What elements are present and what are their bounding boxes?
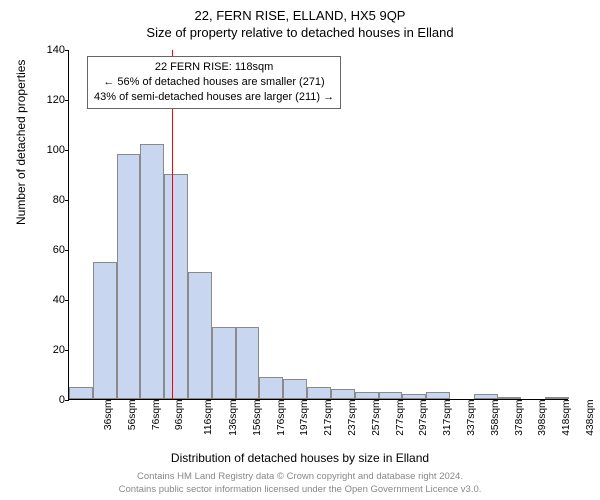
annotation-box: 22 FERN RISE: 118sqm← 56% of detached ho…	[87, 56, 341, 109]
footer-line-1: Contains HM Land Registry data © Crown c…	[0, 471, 600, 483]
x-tick-label: 156sqm	[252, 400, 263, 436]
x-tick-label: 358sqm	[490, 400, 501, 436]
histogram-bar	[474, 394, 498, 399]
y-tick-mark	[65, 300, 69, 301]
histogram-bar	[283, 379, 307, 399]
histogram-bar	[164, 174, 188, 399]
histogram-bar	[140, 144, 164, 399]
y-tick-mark	[65, 250, 69, 251]
footer-attribution: Contains HM Land Registry data © Crown c…	[0, 471, 600, 496]
histogram-bar	[331, 389, 355, 399]
chart-title-sub: Size of property relative to detached ho…	[0, 23, 600, 40]
chart-title-main: 22, FERN RISE, ELLAND, HX5 9QP	[0, 0, 600, 23]
histogram-bar	[355, 392, 379, 400]
y-tick-label: 40	[31, 294, 65, 306]
x-tick-label: 237sqm	[347, 400, 358, 436]
x-tick-label: 76sqm	[151, 400, 162, 431]
x-tick-label: 36sqm	[103, 400, 114, 431]
x-tick-label: 337sqm	[466, 400, 477, 436]
y-tick-mark	[65, 100, 69, 101]
x-tick-label: 257sqm	[371, 400, 382, 436]
y-tick-mark	[65, 400, 69, 401]
x-tick-label: 418sqm	[561, 400, 572, 436]
x-tick-label: 438sqm	[585, 400, 596, 436]
y-tick-label: 20	[31, 344, 65, 356]
x-tick-label: 217sqm	[323, 400, 334, 436]
y-tick-label: 60	[31, 244, 65, 256]
histogram-bar	[117, 154, 141, 399]
x-tick-label: 116sqm	[203, 400, 214, 436]
annotation-line: ← 56% of detached houses are smaller (27…	[94, 75, 334, 90]
chart-area: 02040608010012014036sqm56sqm76sqm96sqm11…	[68, 50, 568, 400]
histogram-bar	[93, 262, 117, 400]
x-tick-label: 56sqm	[127, 400, 138, 431]
y-tick-mark	[65, 50, 69, 51]
y-tick-mark	[65, 200, 69, 201]
x-tick-label: 96sqm	[174, 400, 185, 431]
x-axis-label: Distribution of detached houses by size …	[0, 451, 600, 465]
x-tick-label: 176sqm	[275, 400, 286, 436]
y-tick-label: 140	[31, 44, 65, 56]
annotation-line: 22 FERN RISE: 118sqm	[94, 60, 334, 75]
y-tick-label: 0	[31, 394, 65, 406]
y-tick-label: 120	[31, 94, 65, 106]
histogram-bar	[402, 394, 426, 399]
x-tick-label: 317sqm	[442, 400, 453, 436]
histogram-bar	[259, 377, 283, 400]
y-tick-label: 80	[31, 194, 65, 206]
histogram-bar	[379, 392, 403, 400]
histogram-bar	[212, 327, 236, 400]
y-tick-label: 100	[31, 144, 65, 156]
histogram-bar	[307, 387, 331, 400]
histogram-bar	[69, 387, 93, 400]
x-tick-label: 398sqm	[537, 400, 548, 436]
histogram-bar	[426, 392, 450, 400]
x-tick-label: 197sqm	[299, 400, 310, 436]
annotation-line: 43% of semi-detached houses are larger (…	[94, 90, 334, 105]
y-tick-mark	[65, 150, 69, 151]
x-tick-label: 136sqm	[228, 400, 239, 436]
x-tick-label: 297sqm	[418, 400, 429, 436]
x-tick-label: 378sqm	[513, 400, 524, 436]
histogram-bar	[188, 272, 212, 400]
histogram-bar	[236, 327, 260, 400]
y-tick-mark	[65, 350, 69, 351]
footer-line-2: Contains public sector information licen…	[0, 484, 600, 496]
x-tick-label: 277sqm	[394, 400, 405, 436]
plot-region: 02040608010012014036sqm56sqm76sqm96sqm11…	[68, 50, 568, 400]
y-axis-label: Number of detached properties	[14, 60, 28, 225]
